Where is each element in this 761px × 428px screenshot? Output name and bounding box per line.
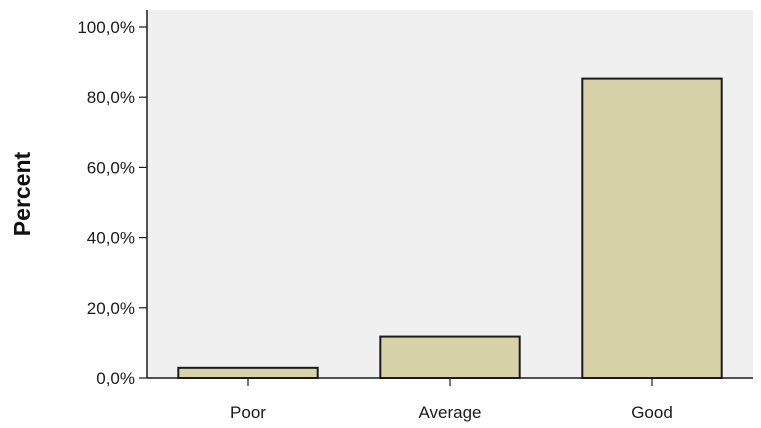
bar-good [581, 77, 723, 380]
bar-poor [177, 366, 319, 380]
y-axis-title: Percent [9, 151, 35, 236]
y-tick-label: 80,0% [87, 88, 135, 107]
x-category-label: Poor [230, 403, 266, 422]
y-tick-label: 20,0% [87, 299, 135, 318]
y-tick-label: 100,0% [77, 18, 135, 37]
y-axis-ticks: 0,0% 20,0% 40,0% 60,0% 80,0% 100,0% [77, 18, 147, 388]
bars [177, 77, 723, 380]
x-category-label: Average [418, 403, 481, 422]
x-axis-ticks: Poor Average Good [230, 378, 673, 422]
x-category-label: Good [631, 403, 673, 422]
bar-average [379, 335, 521, 379]
y-tick-label: 60,0% [87, 158, 135, 177]
y-tick-label: 0,0% [96, 369, 135, 388]
y-tick-label: 40,0% [87, 229, 135, 248]
